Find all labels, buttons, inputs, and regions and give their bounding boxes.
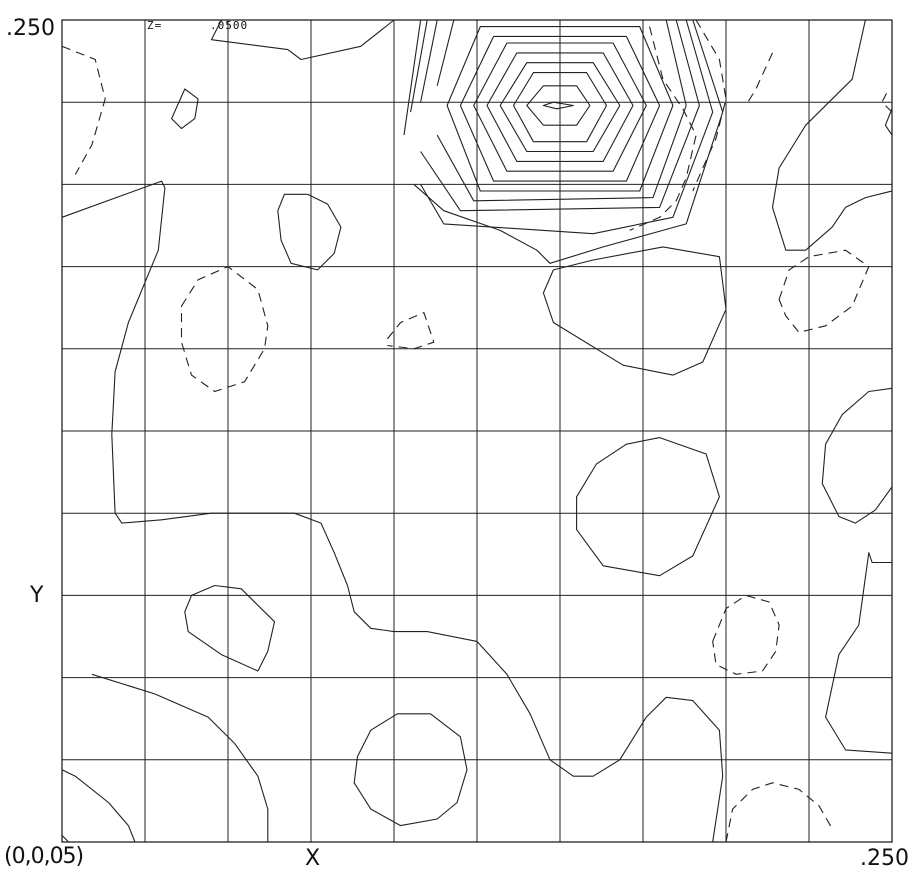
positive-contour-line-2 [512,72,608,143]
y-axis-title: Y [30,583,44,608]
origin-label: (0,0,05) [4,844,84,869]
positive-contour-line-21 [61,769,136,843]
positive-contour-line-23 [821,387,893,524]
grid-lines [62,20,892,842]
negative-contour-line-34 [778,249,870,333]
positive-contour-line-13 [210,19,395,61]
negative-contour-line-31 [692,19,727,192]
negative-contour-line-35 [712,594,780,675]
positive-contour-line-4 [486,52,634,162]
negative-contour-line-28 [180,266,269,393]
x-axis-title: X [305,846,321,871]
contour-lines [61,19,893,843]
z-level-value: .0500 [210,19,249,32]
positive-contour-line-17 [184,584,276,672]
negative-contour-line-36 [725,782,833,843]
positive-contour-line-11 [403,19,724,264]
positive-contour-line-19 [61,835,69,843]
y-axis-max-label: .250 [6,16,55,41]
negative-contour-line-29 [386,312,435,350]
positive-contour-line-3 [499,62,621,153]
positive-contour-line-26 [884,108,893,136]
positive-contour-line-18 [576,437,720,577]
positive-contour-line-25 [771,19,893,251]
positive-contour-line-6 [459,35,661,182]
positive-contour-line-20 [91,673,269,842]
positive-contour-line-12 [542,246,727,376]
x-axis-max-label: .250 [860,846,909,871]
positive-contour-line-16 [61,180,724,843]
z-level-label: Z= [147,19,163,32]
negative-contour-line-33 [881,88,893,113]
negative-contour-line-30 [629,26,697,231]
positive-contour-line-24 [825,552,893,754]
positive-contour-line-5 [473,42,647,172]
positive-contour-line-15 [277,193,342,271]
positive-contour-line-22 [353,713,468,827]
negative-contour-line-27 [61,45,106,175]
negative-contour-line-32 [745,52,773,106]
positive-contour-line-7 [446,26,674,192]
positive-contour-line-1 [526,85,591,126]
positive-contour-line-0 [542,101,574,110]
positive-contour-line-14 [171,88,199,130]
